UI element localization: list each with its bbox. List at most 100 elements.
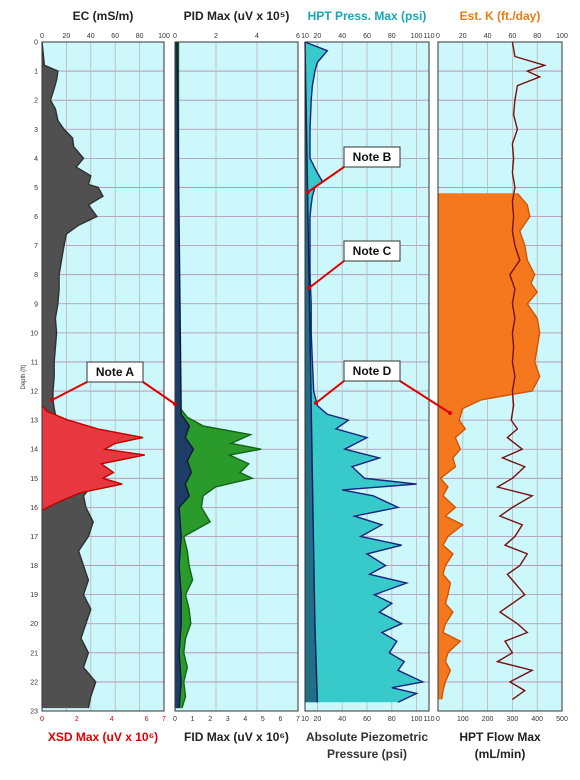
series-area-pid-max (175, 42, 194, 709)
top-tick-label: 2 (214, 33, 218, 40)
bottom-tick-label: 1 (191, 716, 195, 723)
bottom-tick-label: 2 (75, 716, 79, 723)
top-tick-label: 80 (533, 33, 541, 40)
bottom-axis-title: Pressure (psi) (327, 747, 407, 761)
top-tick-label: 80 (136, 33, 144, 40)
note-target-dot (306, 190, 310, 194)
notes: Note A Note B Note C Note D (50, 146, 452, 415)
depth-tick-label: 9 (34, 301, 38, 308)
bottom-axis-title: XSD Max (uV x 10⁶) (48, 730, 158, 744)
bottom-tick-label: 0 (436, 716, 440, 723)
top-tick-label: 20 (314, 33, 322, 40)
bottom-tick-label: 80 (388, 716, 396, 723)
note-box (343, 240, 401, 262)
bottom-tick-label: 10 (301, 716, 309, 723)
series-area-absolute-piezometric-pressure (305, 42, 318, 703)
track-t1: 0 20 40 60 80 100 0 2 4 6 7 EC (mS/m) XSD Max (uV x … (40, 9, 170, 744)
bottom-axis-title: FID Max (uV x 10⁶) (184, 730, 289, 744)
top-tick-label: 100 (556, 33, 568, 40)
depth-tick-label: 19 (30, 592, 38, 599)
series-line-hpt-flow-max (495, 41, 547, 700)
bottom-tick-label: 0 (173, 716, 177, 723)
top-tick-label: 110 (423, 33, 434, 40)
note-leader-line (308, 260, 345, 289)
note-leader-line (399, 380, 451, 414)
bottom-tick-label: 3 (226, 716, 230, 723)
bottom-tick-label: 400 (531, 716, 543, 723)
top-tick-label: 0 (173, 33, 177, 40)
top-tick-label: 100 (411, 33, 423, 40)
bottom-tick-label: 6 (145, 716, 149, 723)
depth-tick-label: 20 (30, 621, 38, 628)
depth-axis-title: Depth (ft) (21, 364, 27, 389)
bottom-tick-label: 110 (423, 716, 434, 723)
top-tick-label: 60 (363, 33, 371, 40)
top-tick-label: 20 (63, 33, 71, 40)
track-frame (304, 41, 430, 712)
bottom-tick-label: 40 (338, 716, 346, 723)
bottom-tick-label: 0 (40, 716, 44, 723)
note-leader-line (142, 381, 176, 405)
depth-tick-label: 21 (30, 650, 38, 657)
depth-tick-label: 12 (30, 389, 38, 396)
note-target-dot (173, 402, 177, 406)
top-axis-title: PID Max (uV x 10⁵) (184, 9, 290, 23)
top-tick-label: 40 (87, 33, 95, 40)
depth-tick-label: 2 (34, 98, 38, 105)
top-tick-label: 40 (338, 33, 346, 40)
depth-tick-label: 1 (34, 69, 38, 76)
series-line-absolute-piezometric-pressure (304, 41, 319, 703)
top-tick-label: 60 (509, 33, 517, 40)
note-leader-line (51, 381, 88, 401)
note-label: Note B (353, 150, 392, 164)
depth-tick-label: 13 (30, 418, 38, 425)
note-label: Note A (96, 365, 135, 379)
bottom-tick-label: 300 (507, 716, 519, 723)
bottom-tick-label: 500 (556, 716, 568, 723)
top-tick-label: 6 (296, 33, 300, 40)
top-axis-title: HPT Press. Max (psi) (308, 9, 427, 23)
bottom-tick-label: 6 (278, 716, 282, 723)
series-area-hpt-press-max (305, 42, 423, 703)
track-frame (437, 41, 563, 712)
note-target-dot (307, 286, 311, 290)
depth-tick-label: 5 (34, 185, 38, 192)
bottom-tick-label: 4 (110, 716, 114, 723)
depth-tick-label: 23 (30, 709, 38, 716)
bottom-tick-label: 200 (482, 716, 494, 723)
top-tick-label: 20 (459, 33, 467, 40)
track-frame (41, 41, 165, 712)
series-line-pid-max (176, 41, 195, 709)
bottom-axis-title: HPT Flow Max (459, 730, 541, 744)
top-tick-label: 40 (484, 33, 492, 40)
depth-tick-label: 3 (34, 127, 38, 134)
series-line-xsd-max (41, 405, 145, 511)
bottom-tick-label: 60 (363, 716, 371, 723)
track-background (175, 42, 298, 711)
depth-tick-label: 15 (30, 476, 38, 483)
bottom-axis-title: (mL/min) (475, 747, 526, 761)
top-tick-label: 80 (388, 33, 396, 40)
bottom-tick-label: 7 (296, 716, 300, 723)
bottom-tick-label: 2 (208, 716, 212, 723)
top-tick-label: 0 (436, 33, 440, 40)
note-leader-line (307, 166, 345, 193)
note-target-dot (50, 398, 54, 402)
note-leader-line (315, 380, 345, 404)
top-tick-label: 4 (255, 33, 259, 40)
track-t2: 0 2 4 6 0 1 2 3 4 5 6 7 PID Max (uV x 10⁵) FID Max (u… (173, 9, 300, 744)
note-label: Note C (353, 244, 392, 258)
depth-tick-label: 14 (30, 447, 38, 454)
top-tick-label: 100 (158, 33, 170, 40)
depth-tick-label: 17 (30, 534, 38, 541)
series-line-hpt-press-max (304, 41, 426, 703)
top-tick-label: 60 (111, 33, 119, 40)
depth-tick-label: 16 (30, 505, 38, 512)
series-line-est-k (439, 192, 541, 700)
depth-tick-label: 6 (34, 214, 38, 221)
note-target-dot (448, 411, 452, 415)
bottom-tick-label: 100 (411, 716, 423, 723)
bottom-axis-title: Absolute Piezometric (306, 730, 428, 744)
